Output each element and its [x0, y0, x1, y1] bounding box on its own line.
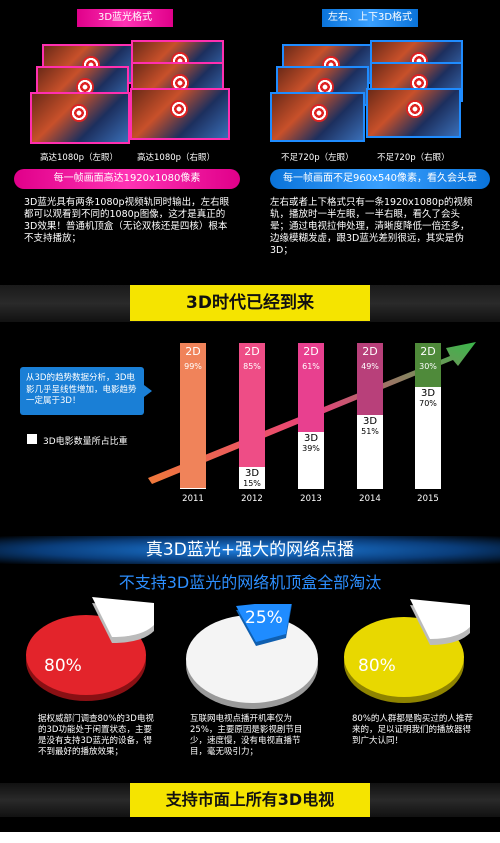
poster-image [30, 92, 130, 144]
bar-3d-percent: 15% [243, 479, 261, 488]
year-bar: 2D 49% 3D 51% [357, 343, 383, 489]
bar-3d-segment: 3D 39% [298, 432, 324, 489]
bar-2d-label: 2D [303, 345, 319, 358]
bar-2d-label: 2D [420, 345, 436, 358]
year-bar: 2D 61% 3D 39% [298, 343, 324, 489]
pie-description: 据权威部门调查80%的3D电视的3D功能处于闲置状态，主要是没有支持3D蓝光的设… [38, 714, 154, 757]
bar-3d-label: 3D [303, 433, 319, 444]
bar-2d-percent: 30% [419, 362, 437, 371]
pie-description: 80%的人群都是购买过的人推荐来的，足以证明我们的播放器得到广大认同！ [352, 714, 473, 746]
network-title: 真3D蓝光+强大的网络点播 [145, 540, 355, 560]
legend-label: 3D电影数量所占比重 [43, 437, 128, 447]
3d-era-banner: 3D时代已经到来 [130, 285, 370, 321]
year-tick-label: 2014 [359, 494, 381, 504]
year-bar: 2D 99% [180, 343, 206, 489]
bar-2d-percent: 99% [184, 362, 202, 371]
year-tick-label: 2011 [182, 494, 204, 504]
bar-2d-segment: 2D 99% [180, 343, 206, 488]
bar-2d-segment: 2D 61% [298, 343, 324, 432]
bar-3d-segment: 3D 70% [415, 387, 441, 489]
trend-callout-text: 从3D的趋势数据分析，3D电影几乎呈线性增加，电影趋势一定属于3D！ [26, 373, 137, 406]
bar-3d-percent: 70% [419, 399, 437, 408]
left-eye-caption: 不足720p（左眼） [281, 153, 354, 163]
pie-chart-red [26, 597, 154, 701]
trend-callout: 从3D的趋势数据分析，3D电影几乎呈线性增加，电影趋势一定属于3D！ [20, 367, 152, 415]
year-bar: 2D 30% 3D 70% [415, 343, 441, 489]
poster-image [270, 92, 365, 142]
bar-2d-label: 2D [244, 345, 260, 358]
right-eye-caption: 不足720p（右眼） [377, 153, 450, 163]
bar-2d-segment: 2D 85% [239, 343, 265, 467]
bar-3d-percent: 51% [361, 427, 379, 436]
bar-3d-label: 3D [244, 468, 260, 479]
pie-description: 互联网电视点播开机率仅为25%，主要原因是影视剧节目少，速度慢，没有电视直播节目… [190, 714, 303, 757]
network-subtitle: 不支持3D蓝光的网络机顶盒全部淘汰 [118, 573, 382, 592]
bar-2d-segment: 2D 30% [415, 343, 441, 387]
tv-support-banner: 支持市面上所有3D电视 [130, 783, 370, 817]
bluray-format-label: 3D蓝光格式 [77, 9, 173, 27]
year-tick-label: 2013 [300, 494, 322, 504]
sbs-resolution-highlight: 每一帧画面不足960x540像素，看久会头晕 [270, 169, 490, 189]
sbs-format-label: 左右、上下3D格式 [322, 9, 418, 27]
highlight-slice [236, 604, 292, 646]
pie-percentage: 80% [358, 656, 396, 676]
left-eye-caption: 高达1080p（左眼） [40, 153, 119, 163]
bar-2d-label: 2D [362, 345, 378, 358]
bar-3d-segment: 3D 15% [239, 467, 265, 489]
year-bar: 2D 85% 3D 15% [239, 343, 265, 489]
right-eye-caption: 高达1080p（右眼） [137, 153, 216, 163]
sbs-description: 左右或者上下格式只有一条1920x1080p的视频轨，播放时一半左眼，一半右眼，… [270, 197, 473, 256]
pie-chart-yellow [344, 599, 470, 703]
bar-3d-label: 3D [362, 416, 378, 427]
bluray-resolution-highlight: 每一帧画面高达1920x1080像素 [14, 169, 240, 189]
footer-strip [0, 832, 500, 843]
year-tick-label: 2015 [417, 494, 439, 504]
legend-swatch [27, 434, 37, 444]
poster-image [366, 88, 461, 138]
poster-image [130, 88, 230, 140]
bar-3d-label: 3D [420, 388, 436, 399]
network-banner-bg [0, 536, 500, 564]
bar-2d-segment: 2D 49% [357, 343, 383, 415]
bar-3d-segment [180, 488, 206, 489]
year-tick-label: 2012 [241, 494, 263, 504]
bar-3d-segment: 3D 51% [357, 415, 383, 489]
pie-percentage: 80% [44, 656, 82, 676]
bar-2d-percent: 61% [302, 362, 320, 371]
bar-3d-percent: 39% [302, 444, 320, 453]
bar-2d-percent: 85% [243, 362, 261, 371]
highlight-percentage: 25% [245, 608, 283, 628]
bluray-description: 3D蓝光具有两条1080p视频轨同时输出，左右眼都可以观看到不同的1080p图像… [24, 197, 230, 244]
bar-2d-label: 2D [185, 345, 201, 358]
bar-2d-percent: 49% [361, 362, 379, 371]
